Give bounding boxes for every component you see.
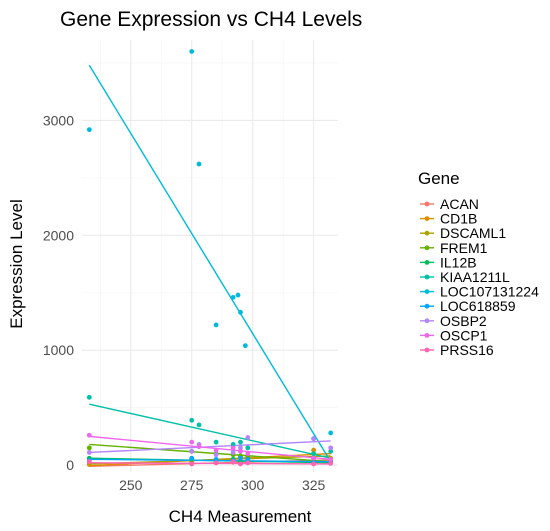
- data-point: [213, 447, 219, 453]
- legend-title: Gene: [418, 169, 460, 188]
- legend-label: ACAN: [440, 196, 479, 212]
- data-point: [238, 445, 243, 451]
- legend-label: KIAA1211L: [440, 269, 510, 285]
- data-point: [213, 439, 219, 445]
- trend-lines: [88, 64, 332, 467]
- data-point: [328, 448, 334, 454]
- y-tick-label: 2000: [43, 227, 74, 243]
- grid: [82, 40, 338, 472]
- data-point: [189, 417, 195, 423]
- data-point: [230, 442, 236, 447]
- data-point: [245, 460, 251, 466]
- data-point: [86, 445, 92, 451]
- x-axis-label: CH4 Measurement: [169, 507, 312, 526]
- legend-key-point: [424, 303, 430, 309]
- legend-label: FREM1: [440, 240, 488, 256]
- data-point: [235, 292, 241, 298]
- legend-key-point: [424, 230, 430, 236]
- trend-line: [89, 458, 331, 463]
- data-point: [245, 456, 251, 462]
- data-point: [86, 459, 92, 465]
- x-tick-label: 250: [119, 477, 143, 493]
- data-point: [242, 343, 248, 349]
- trend-line: [89, 403, 331, 459]
- y-tick-label: 0: [66, 457, 74, 473]
- data-point: [311, 436, 317, 442]
- legend-key-point: [424, 289, 430, 294]
- data-point: [213, 460, 219, 466]
- x-tick-label: 300: [241, 477, 265, 493]
- data-point: [213, 456, 219, 462]
- data-points: [86, 49, 334, 467]
- data-point: [311, 461, 317, 467]
- legend-label: OSCP1: [440, 327, 488, 343]
- legend-key-point: [424, 274, 430, 280]
- y-tick-label: 3000: [43, 112, 74, 128]
- data-point: [328, 445, 334, 451]
- x-axis-ticks: 250 275 300 325: [119, 477, 325, 493]
- data-point: [86, 432, 92, 438]
- trend-line: [88, 64, 332, 463]
- data-point: [189, 461, 195, 467]
- data-point: [311, 447, 317, 453]
- data-point: [213, 322, 219, 328]
- data-point: [328, 460, 334, 466]
- data-point: [189, 455, 195, 461]
- trend-line: [89, 435, 331, 461]
- data-point: [196, 444, 202, 450]
- trend-line: [89, 462, 331, 465]
- legend-label: OSBP2: [440, 313, 487, 329]
- trend-line: [89, 440, 331, 454]
- data-point: [230, 445, 236, 451]
- legend-key-point: [424, 347, 430, 353]
- data-point: [86, 127, 92, 133]
- data-point: [230, 450, 236, 455]
- chart-title: Gene Expression vs CH4 Levels: [60, 8, 362, 31]
- legend-label: LOC618859: [440, 298, 516, 314]
- data-point: [189, 49, 195, 54]
- legend: Gene ACANCD1BDSCAML1FREM1IL12BKIAA1211LL…: [418, 169, 539, 358]
- legend-key-point: [424, 245, 430, 251]
- legend-key-point: [424, 216, 430, 222]
- data-point: [238, 461, 243, 467]
- data-point: [238, 309, 243, 315]
- data-point: [213, 452, 219, 458]
- data-point: [238, 448, 243, 454]
- data-point: [245, 435, 251, 440]
- legend-label: CD1B: [440, 211, 477, 227]
- legend-label: PRSS16: [440, 342, 494, 358]
- y-axis-label: Expression Level: [7, 199, 26, 328]
- data-point: [328, 456, 334, 462]
- data-point: [230, 294, 236, 300]
- legend-key-point: [424, 318, 430, 324]
- y-tick-label: 1000: [43, 342, 74, 358]
- legend-key-point: [424, 333, 430, 338]
- legend-label: IL12B: [440, 254, 477, 270]
- data-point: [189, 439, 195, 445]
- data-point: [311, 451, 317, 457]
- legend-label: LOC107131224: [440, 284, 539, 300]
- data-point: [311, 455, 317, 461]
- data-point: [86, 394, 92, 400]
- legend-key-point: [424, 260, 430, 265]
- data-point: [245, 451, 251, 457]
- x-tick-label: 275: [180, 477, 204, 493]
- data-point: [196, 161, 202, 167]
- data-point: [189, 448, 195, 454]
- data-point: [238, 455, 243, 461]
- y-axis-ticks: 0 1000 2000 3000: [43, 112, 74, 473]
- data-point: [196, 422, 202, 428]
- x-tick-label: 325: [302, 477, 326, 493]
- data-point: [86, 450, 92, 455]
- legend-key-point: [424, 201, 430, 207]
- data-point: [230, 459, 236, 465]
- data-point: [245, 445, 251, 451]
- legend-label: DSCAML1: [440, 225, 506, 241]
- data-point: [238, 439, 243, 445]
- trend-line: [89, 443, 331, 463]
- data-point: [328, 430, 334, 436]
